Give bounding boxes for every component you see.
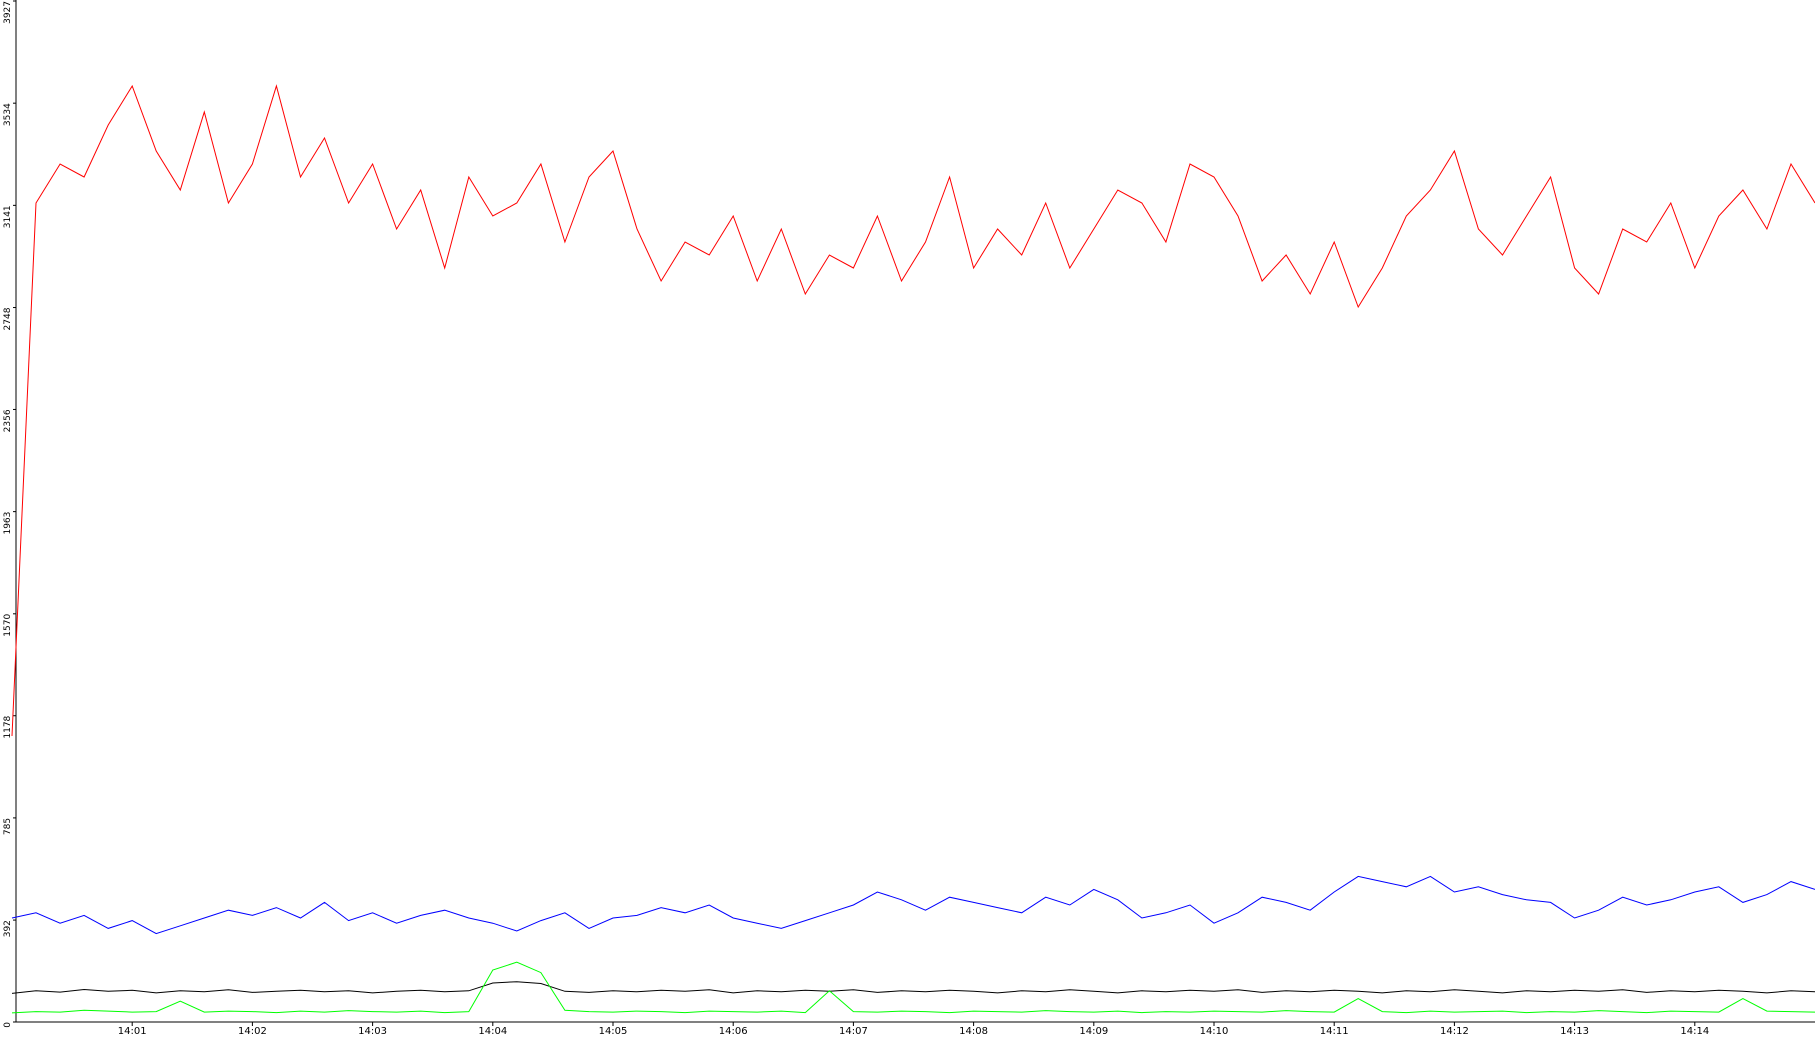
x-tick-label: 14:07 <box>839 1026 868 1037</box>
y-tick-label: 1570 <box>3 614 13 637</box>
series-line <box>11 875 1815 935</box>
x-tick-label: 14:09 <box>1079 1026 1108 1037</box>
x-tick-label: 14:10 <box>1200 1026 1229 1037</box>
series-line <box>11 981 1815 994</box>
x-tick-label: 14:13 <box>1560 1026 1589 1037</box>
y-tick-label: 1963 <box>3 512 13 535</box>
y-tick-label: 1178 <box>3 715 13 738</box>
x-tick-label: 14:06 <box>719 1026 748 1037</box>
x-tick-label: 14:12 <box>1440 1026 1469 1037</box>
x-tick-label: 14:11 <box>1320 1026 1349 1037</box>
y-tick-label: 0 <box>3 1022 13 1028</box>
y-tick-label: 785 <box>3 818 13 835</box>
y-tick-label: 2356 <box>3 409 13 432</box>
y-tick-label: 3141 <box>3 205 13 228</box>
series-line <box>11 961 1815 1014</box>
x-tick-label: 14:05 <box>599 1026 628 1037</box>
y-tick-label: 3927 <box>3 1 13 24</box>
y-tick-label: 392 <box>3 920 13 937</box>
series-line <box>11 84 1815 737</box>
x-tick-label: 14:03 <box>358 1026 387 1037</box>
x-tick-label: 14:04 <box>478 1026 507 1037</box>
y-tick-label: 2748 <box>3 307 13 330</box>
x-tick-label: 14:08 <box>959 1026 988 1037</box>
x-tick-label: 14:01 <box>118 1026 147 1037</box>
x-tick-label: 14:14 <box>1680 1026 1709 1037</box>
y-tick-label: 3534 <box>3 103 13 126</box>
x-tick-label: 14:02 <box>238 1026 267 1037</box>
